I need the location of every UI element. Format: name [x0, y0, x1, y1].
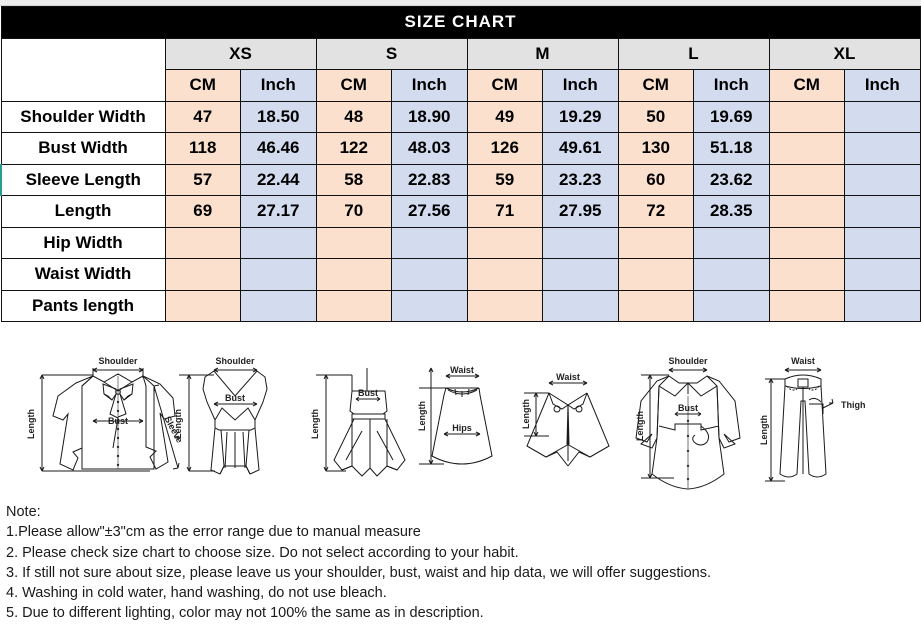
svg-text:Waist: Waist	[450, 365, 474, 375]
svg-text:Length: Length	[26, 409, 36, 439]
svg-text:Bust: Bust	[358, 388, 378, 398]
svg-text:Length: Length	[310, 409, 320, 439]
svg-text:Waist: Waist	[556, 372, 580, 382]
svg-text:Shoulder: Shoulder	[98, 356, 137, 366]
svg-text:Bust: Bust	[225, 393, 245, 403]
svg-text:Length: Length	[759, 415, 769, 445]
svg-text:Thigh: Thigh	[841, 400, 866, 410]
svg-text:Length: Length	[521, 399, 531, 429]
svg-text:Hips: Hips	[452, 423, 472, 433]
svg-text:Shoulder: Shoulder	[668, 356, 707, 366]
svg-text:Shoulder: Shoulder	[215, 356, 254, 366]
svg-text:Length: Length	[417, 401, 427, 431]
svg-text:Waist: Waist	[791, 356, 815, 366]
svg-text:Length: Length	[173, 409, 183, 439]
